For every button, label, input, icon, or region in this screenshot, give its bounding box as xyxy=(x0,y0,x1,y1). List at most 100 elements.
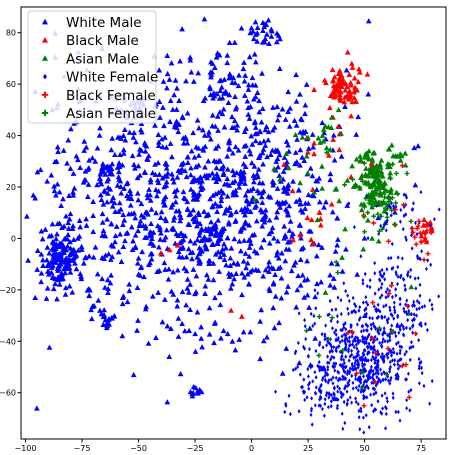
data-point xyxy=(135,197,142,203)
data-point xyxy=(303,153,310,159)
data-point xyxy=(342,103,348,109)
data-point xyxy=(368,201,374,207)
data-point xyxy=(43,295,50,301)
data-point xyxy=(75,247,82,253)
data-point xyxy=(341,99,348,105)
data-point xyxy=(134,174,141,181)
data-point xyxy=(207,231,214,237)
data-point xyxy=(247,208,254,215)
data-point xyxy=(382,271,386,276)
data-point xyxy=(208,59,214,65)
data-point xyxy=(181,195,187,201)
data-point xyxy=(246,244,253,250)
data-point xyxy=(386,286,389,292)
data-point xyxy=(375,214,382,221)
data-point xyxy=(85,165,92,171)
data-point xyxy=(266,230,273,237)
data-point xyxy=(398,344,402,349)
data-point xyxy=(290,178,296,184)
data-point xyxy=(399,357,403,362)
data-point xyxy=(152,171,159,177)
data-point xyxy=(363,387,367,393)
data-point xyxy=(209,204,216,210)
data-point xyxy=(132,215,139,221)
data-point xyxy=(283,206,289,212)
data-point xyxy=(274,185,281,191)
data-point xyxy=(328,114,335,120)
data-point xyxy=(390,353,393,358)
data-point xyxy=(287,218,294,224)
data-point xyxy=(371,220,376,226)
data-point xyxy=(402,306,406,311)
legend-marker xyxy=(41,109,49,117)
x-tick-label: 50 xyxy=(360,444,370,453)
data-point xyxy=(395,372,399,377)
data-point xyxy=(218,197,225,203)
data-point xyxy=(320,138,327,144)
data-point xyxy=(240,65,247,72)
data-point xyxy=(413,241,419,247)
data-point xyxy=(307,382,310,388)
data-point xyxy=(75,156,81,163)
data-point xyxy=(251,196,258,202)
data-point xyxy=(164,52,171,59)
data-point xyxy=(274,117,281,123)
data-point xyxy=(347,346,351,352)
data-point xyxy=(305,191,312,198)
data-point xyxy=(144,191,151,198)
data-point xyxy=(107,165,114,171)
data-point xyxy=(147,197,154,203)
data-point xyxy=(357,352,360,358)
data-point xyxy=(99,165,105,171)
data-point xyxy=(392,300,396,305)
data-point xyxy=(403,283,407,288)
data-point xyxy=(362,393,366,398)
data-point xyxy=(193,195,200,201)
data-point xyxy=(218,249,225,255)
data-point xyxy=(175,333,182,339)
data-point xyxy=(369,204,375,210)
data-point xyxy=(89,155,96,161)
data-point xyxy=(245,111,252,117)
data-point xyxy=(126,281,133,287)
data-point xyxy=(134,284,141,291)
data-point xyxy=(264,153,270,160)
data-point xyxy=(242,192,249,198)
data-point xyxy=(383,277,387,282)
legend-label: Asian Male xyxy=(66,51,139,67)
data-point xyxy=(189,393,196,399)
data-point xyxy=(415,307,419,312)
data-point xyxy=(162,266,169,272)
data-point xyxy=(94,271,101,277)
data-point xyxy=(336,384,340,389)
data-point xyxy=(72,260,78,266)
data-point xyxy=(355,78,362,85)
data-point xyxy=(83,222,90,228)
data-point xyxy=(323,373,327,379)
data-point xyxy=(376,325,382,331)
data-point xyxy=(385,146,392,152)
data-point xyxy=(413,303,416,308)
data-point xyxy=(354,373,358,378)
data-point xyxy=(343,420,347,426)
data-point xyxy=(413,331,418,336)
data-point xyxy=(258,307,265,313)
data-point xyxy=(285,108,291,115)
data-point xyxy=(104,178,111,184)
data-point xyxy=(304,292,311,298)
data-point xyxy=(218,335,224,341)
data-point xyxy=(249,82,256,88)
data-point xyxy=(394,270,398,275)
data-point xyxy=(343,370,347,375)
data-point xyxy=(152,122,158,128)
data-point xyxy=(132,244,139,251)
legend-label: Black Female xyxy=(66,88,156,104)
data-point xyxy=(154,222,161,229)
data-point xyxy=(308,228,314,234)
data-point xyxy=(104,216,110,222)
data-point xyxy=(327,282,334,288)
data-point xyxy=(156,171,163,177)
data-point xyxy=(245,86,252,92)
